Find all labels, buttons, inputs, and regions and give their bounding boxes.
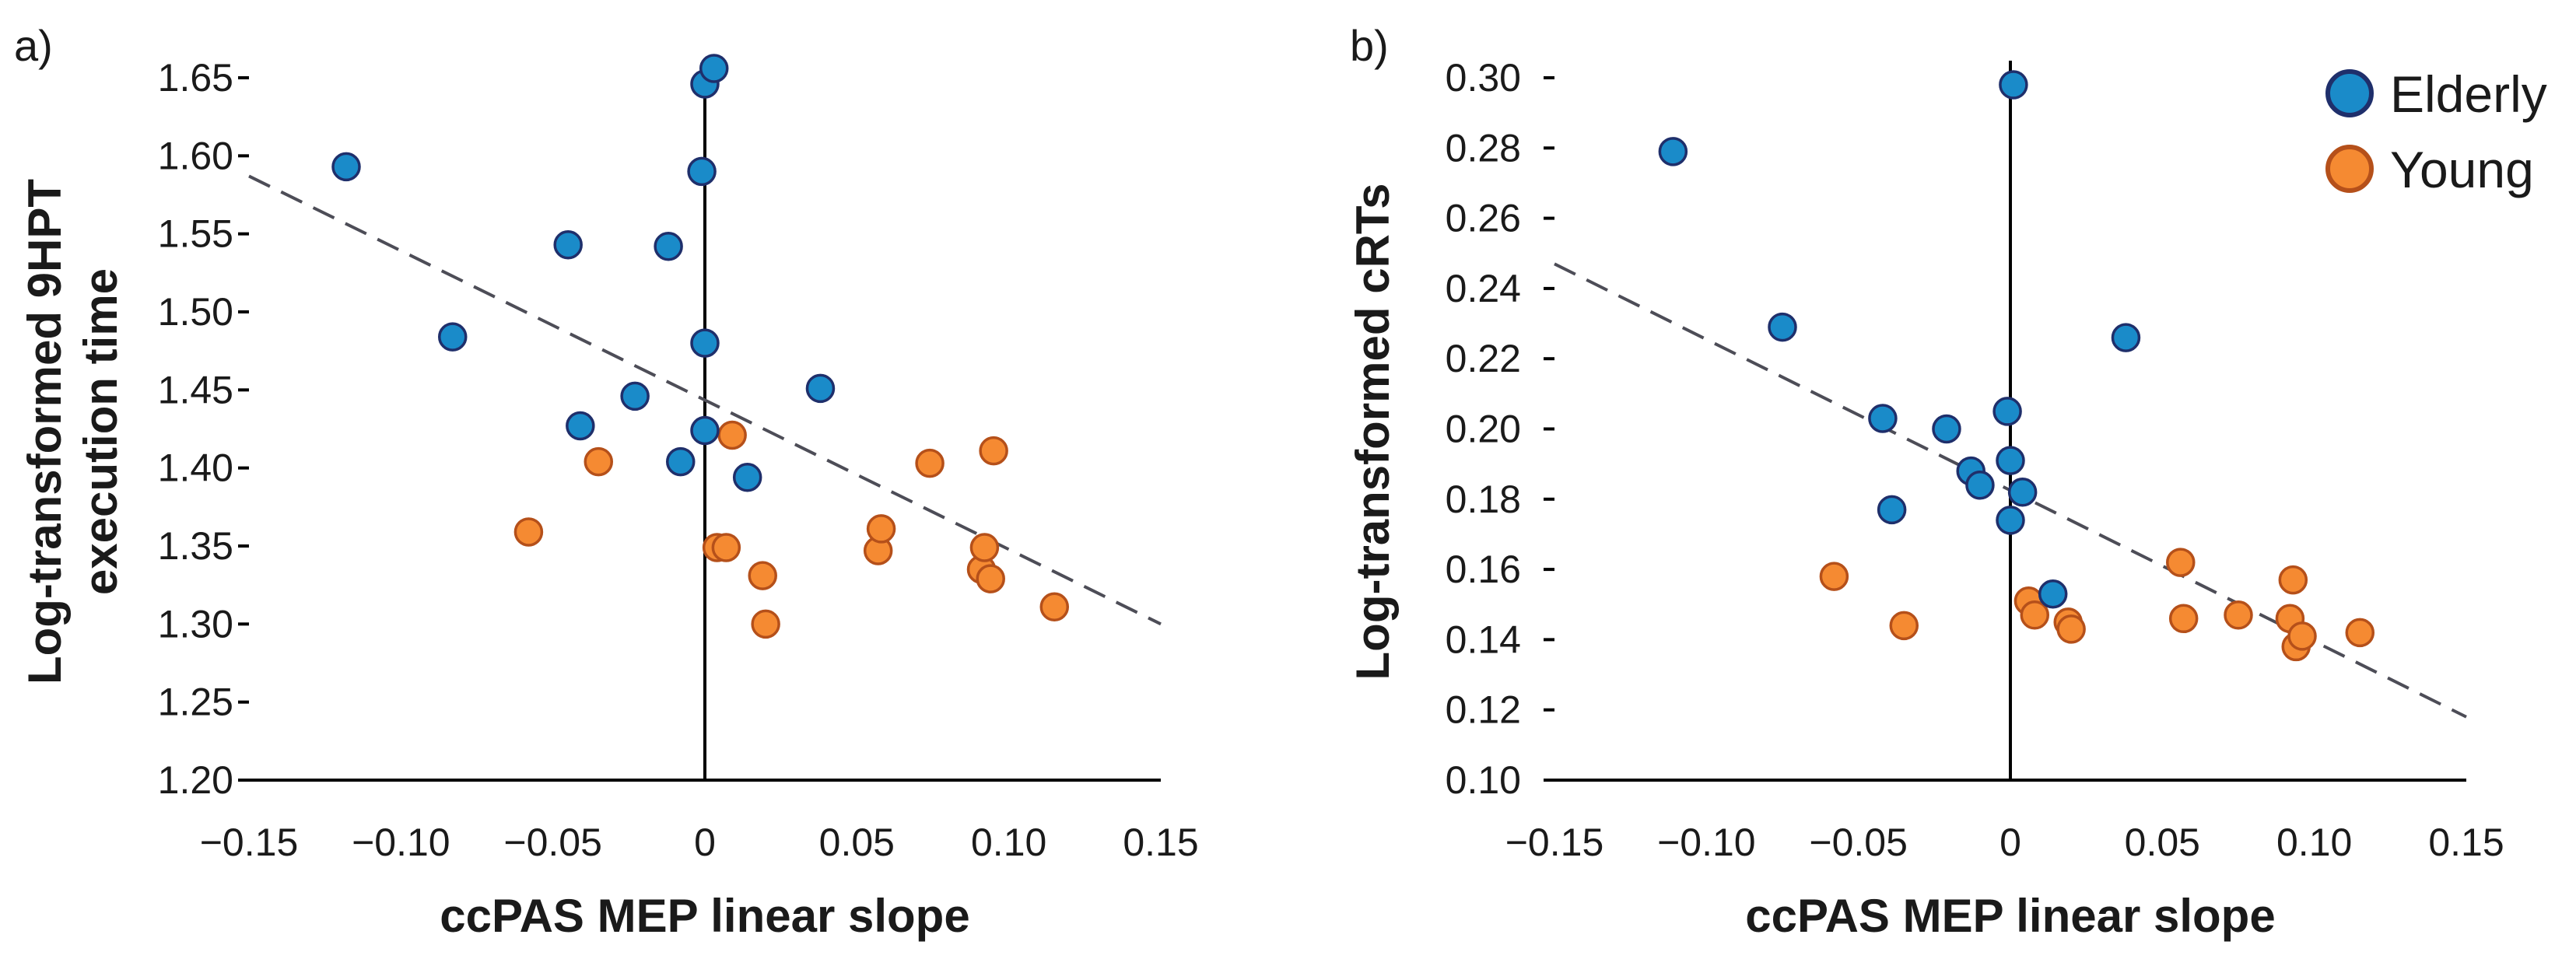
x-tick-label: −0.10 [1657, 821, 1756, 864]
x-tick-label: −0.05 [503, 821, 602, 864]
elderly-point [1996, 506, 2025, 535]
elderly-point [1965, 470, 1995, 500]
x-tick-label: 0 [694, 821, 716, 864]
panel-a-scatter: a) 1.20 1.25 1.30 1.35 1.40 1.45 1.50 1.55 1.60 1.… [14, 21, 1199, 942]
young-point [711, 533, 741, 562]
elderly-point [1932, 414, 1961, 444]
elderly-point [2111, 323, 2141, 352]
young-point [2056, 614, 2086, 644]
young-legend-label: Young [2390, 141, 2534, 198]
y-tick-label: 1.45 [158, 368, 233, 411]
x-tick-label: 0.15 [1123, 821, 1198, 864]
panel-label: a) [14, 21, 53, 70]
elderly-point [1868, 404, 1898, 433]
young-point [584, 446, 614, 477]
elderly-point [654, 231, 683, 261]
y-tick-label: 0.12 [1446, 688, 1521, 732]
x-tick-label: 0.15 [2428, 821, 2504, 864]
y-tick-label: 0.20 [1446, 408, 1521, 451]
y-axis-title: Log-transformed 9HPT [19, 179, 71, 684]
elderly-point [690, 415, 720, 446]
young-point [748, 561, 777, 590]
elderly-point [732, 462, 762, 492]
x-tick-label: 0.05 [2125, 821, 2200, 864]
elderly-point [1768, 312, 1797, 342]
elderly-point [1877, 495, 1907, 525]
young-point [513, 517, 544, 547]
y-tick-label: 1.50 [158, 290, 233, 334]
young-point [1039, 592, 1070, 622]
young-point [866, 514, 896, 544]
young-point [2168, 604, 2199, 634]
elderly-point [331, 152, 361, 182]
y-tick-label: 0.24 [1446, 267, 1521, 310]
x-tick-label: −0.10 [352, 821, 450, 864]
x-tick-label: 0.10 [2276, 821, 2352, 864]
elderly-point [437, 322, 468, 352]
y-tick-label: 1.25 [158, 681, 233, 724]
young-point [969, 533, 1000, 562]
elderly-point [1992, 397, 2022, 426]
y-tick-label: 1.30 [158, 602, 233, 646]
x-axis-title: ccPAS MEP linear slope [440, 890, 969, 942]
young-point [751, 609, 780, 639]
x-tick-label: −0.15 [200, 821, 299, 864]
y-tick-label: 1.20 [158, 758, 233, 802]
panel-b-scatter: b) 0.10 0.12 0.14 0.16 0.18 0.20 0.22 0.24 0.26 0.… [1347, 21, 2504, 942]
elderly-point [1658, 137, 1688, 166]
y-tick-label: 1.40 [158, 446, 233, 490]
elderly-point [665, 446, 696, 477]
x-tick-label: −0.15 [1505, 821, 1604, 864]
elderly-legend-label: Elderly [2390, 65, 2547, 123]
young-point [717, 420, 747, 450]
y-tick-label: 1.55 [158, 212, 233, 256]
elderly-point [699, 54, 729, 83]
young-point [976, 564, 1005, 593]
x-axis-title: ccPAS MEP linear slope [1745, 890, 2275, 942]
x-tick-label: 0.05 [819, 821, 895, 864]
y-axis-title: Log-transformed cRTs [1347, 184, 1399, 681]
trendline [248, 174, 1162, 626]
y-tick-label: 0.28 [1446, 126, 1521, 170]
y-tick-label: 0.16 [1446, 548, 1521, 591]
young-point [2278, 565, 2308, 595]
elderly-point [553, 229, 583, 260]
elderly-point [690, 328, 720, 358]
y-tick-label: 1.35 [158, 524, 233, 568]
young-point [2020, 600, 2050, 630]
y-tick-label: 0.26 [1446, 197, 1521, 240]
panel-label: b) [1350, 21, 1389, 70]
legend: Elderly Young [2325, 65, 2547, 198]
young-point [2287, 621, 2317, 651]
young-point [1889, 611, 1919, 641]
elderly-point [805, 373, 836, 404]
young-point [1819, 562, 1849, 591]
young-point [2166, 548, 2196, 577]
elderly-point [687, 156, 717, 187]
young-point [2345, 618, 2375, 648]
elderly-point [566, 411, 595, 441]
x-tick-label: −0.05 [1809, 821, 1908, 864]
y-tick-label: 0.14 [1446, 618, 1521, 661]
young-point [915, 448, 945, 478]
elderly-point [1996, 446, 2025, 475]
elderly-point [2038, 579, 2068, 609]
elderly-point [2007, 478, 2038, 507]
y-axis-title: execution time [75, 268, 127, 595]
young-point [2224, 600, 2253, 630]
elderly-point [1999, 70, 2028, 100]
y-tick-label: 0.22 [1446, 337, 1521, 380]
young-legend-marker [2325, 145, 2374, 193]
elderly-point [620, 381, 650, 411]
young-point [979, 436, 1008, 466]
x-tick-label: 0 [1999, 821, 2021, 864]
y-tick-label: 0.10 [1446, 758, 1521, 802]
y-tick-label: 0.18 [1446, 478, 1521, 521]
y-tick-label: 1.65 [158, 56, 233, 100]
y-tick-label: 0.30 [1446, 56, 1521, 100]
y-tick-label: 1.60 [158, 134, 233, 177]
elderly-legend-marker [2325, 69, 2374, 117]
x-tick-label: 0.10 [971, 821, 1046, 864]
